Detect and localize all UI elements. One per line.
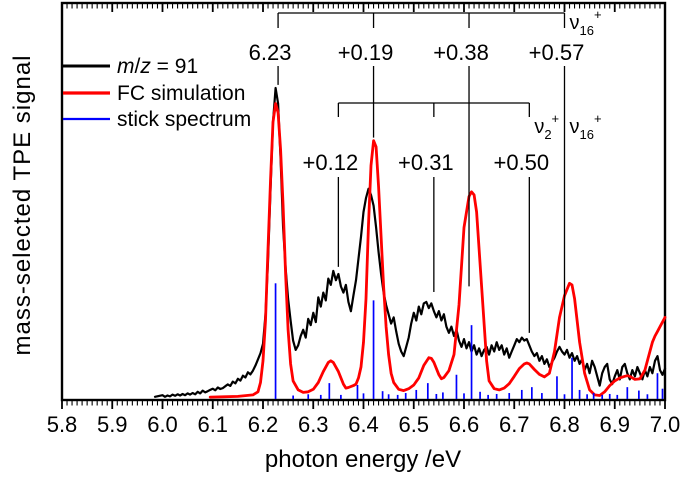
x-tick-label: 5.8 [47, 412, 78, 437]
x-tick-label: 5.9 [97, 412, 128, 437]
comb-interval-label: 6.23 [249, 40, 292, 65]
experiment-trace [153, 86, 667, 398]
x-tick-label: 6.5 [398, 412, 429, 437]
x-tick-label: 6.0 [147, 412, 178, 437]
vibrational-mode-label: ν16+ [570, 111, 602, 142]
peak-assignment-combs: 6.23 +0.19 +0.38 +0.57 +0.12 +0.31 +0.50 [249, 12, 585, 341]
x-tick-label: 7.0 [650, 412, 681, 437]
x-tick-label: 6.6 [449, 412, 480, 437]
x-axis-title: photon energy /eV [265, 446, 461, 473]
plot-frame [60, 1, 667, 402]
vibrational-mode-label: ν16+ [570, 7, 602, 38]
plot-border [60, 1, 667, 402]
vibrational-assignment-labels: ν16+ ν2+ ν16+ [534, 7, 601, 142]
legend-label-stick-spectrum: stick spectrum [117, 108, 251, 131]
x-tick-labels: 5.8 5.9 6.0 6.1 6.2 6.3 6.4 6.5 6.6 6.7 6.8 6.9 7.0 [47, 412, 681, 437]
legend-label-fc-simulation: FC simulation [117, 82, 245, 105]
comb-interval-label: +0.12 [303, 150, 359, 175]
comb-interval-label: +0.50 [493, 150, 549, 175]
x-tick-label: 6.2 [248, 412, 279, 437]
vibrational-mode-label: ν2+ [534, 111, 559, 142]
y-axis-title: mass-selected TPE signal [9, 54, 36, 355]
comb-interval-label: +0.57 [529, 40, 585, 65]
x-tick-label: 6.8 [549, 412, 580, 437]
comb-interval-label: +0.38 [433, 40, 489, 65]
x-tick-label: 6.7 [499, 412, 530, 437]
legend: m/z = 91 FC simulation stick spectrum [63, 55, 251, 131]
axis-ticks [61, 4, 666, 409]
fc-simulation-trace [208, 102, 667, 399]
comb-interval-label: +0.19 [338, 40, 394, 65]
legend-label-experiment: m/z = 91 [117, 55, 198, 78]
data-traces [153, 86, 667, 399]
x-tick-label: 6.1 [197, 412, 228, 437]
x-tick-label: 6.4 [348, 412, 379, 437]
comb-interval-label: +0.31 [398, 150, 454, 175]
x-tick-label: 6.9 [599, 412, 630, 437]
x-tick-label: 6.3 [298, 412, 329, 437]
